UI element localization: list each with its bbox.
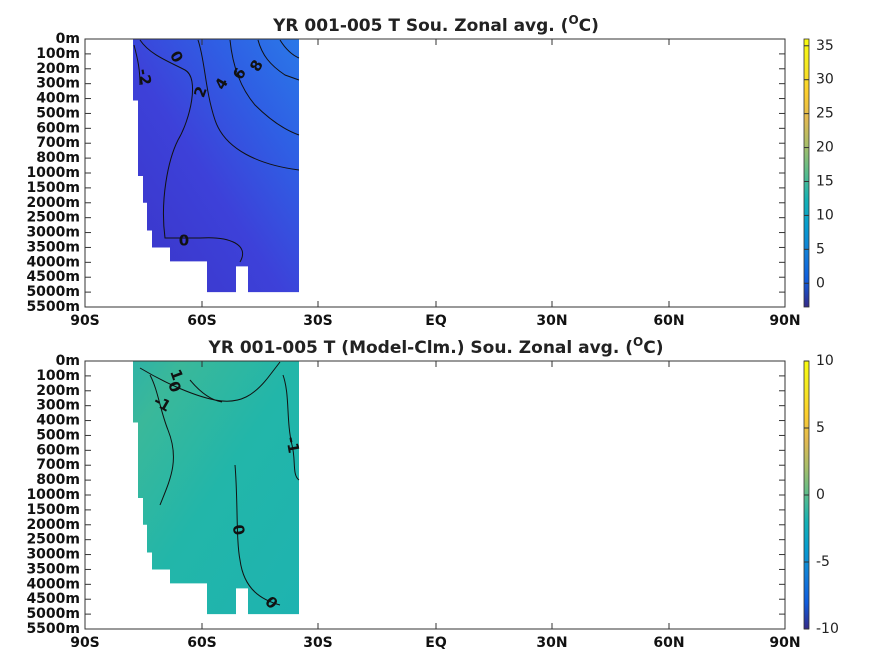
y-tick-label: 300m xyxy=(36,398,80,414)
y-tick-label: 700m xyxy=(36,135,80,151)
x-tick-label: 90S xyxy=(70,635,100,651)
y-tick-label: 400m xyxy=(36,413,80,429)
colorbar-tick-label: 35 xyxy=(816,38,834,54)
contour-label: -1 xyxy=(282,435,303,455)
contour-label: -1 xyxy=(151,392,174,416)
colorbar-tick-label: 5 xyxy=(816,420,825,436)
x-tick-label: 30N xyxy=(536,313,567,329)
y-tick-label: 300m xyxy=(36,76,80,92)
y-tick-label: 500m xyxy=(36,105,80,121)
y-tick-label: 2500m xyxy=(26,532,80,548)
y-tick-label: 2000m xyxy=(26,517,80,533)
y-tick-label: 4500m xyxy=(26,591,80,607)
y-tick-label: 1500m xyxy=(26,502,80,518)
y-tick-label: 0m xyxy=(56,353,80,369)
colorbar-tick-label: 15 xyxy=(816,173,834,189)
y-tick-label: 1500m xyxy=(26,180,80,196)
y-tick-label: 5500m xyxy=(26,299,80,315)
y-tick-label: 3000m xyxy=(26,225,80,241)
y-tick-label: 700m xyxy=(36,457,80,473)
colorbar-tick-label: 0 xyxy=(816,487,825,503)
colorbar-tick-label: 30 xyxy=(816,72,834,88)
y-tick-label: 5000m xyxy=(26,284,80,300)
contour-line xyxy=(197,39,300,171)
x-tick-label: 60S xyxy=(187,313,217,329)
y-tick-label: 100m xyxy=(36,46,80,62)
colorbar xyxy=(803,38,810,308)
y-tick-label: 2500m xyxy=(26,210,80,226)
x-tick-label: 30S xyxy=(303,635,333,651)
y-tick-label: 4000m xyxy=(26,254,80,270)
y-tick-label: 4000m xyxy=(26,576,80,592)
colorbar-tick-label: 20 xyxy=(816,140,834,156)
contour-line xyxy=(149,374,174,506)
y-tick-label: 5500m xyxy=(26,621,80,637)
x-tick-label: EQ xyxy=(425,635,447,651)
colorbar-tick-label: -10 xyxy=(816,621,839,637)
y-tick-label: 1000m xyxy=(26,165,80,181)
y-tick-label: 600m xyxy=(36,120,80,136)
contour-label: 0 xyxy=(229,523,249,536)
contour-line xyxy=(189,379,223,403)
contour-line xyxy=(234,464,281,606)
y-tick-label: 100m xyxy=(36,368,80,384)
contour-line xyxy=(282,374,300,481)
y-tick-label: 3500m xyxy=(26,561,80,577)
colorbar-tick-label: 5 xyxy=(816,241,825,257)
contour-line xyxy=(279,39,300,59)
x-tick-label: 90N xyxy=(769,313,800,329)
contour-line xyxy=(139,39,243,263)
x-tick-label: 60S xyxy=(187,635,217,651)
colorbar-tick-label: 10 xyxy=(816,353,834,369)
y-tick-label: 4500m xyxy=(26,269,80,285)
x-tick-label: 90N xyxy=(769,635,800,651)
colorbar-tick-label: 10 xyxy=(816,207,834,223)
y-tick-label: 200m xyxy=(36,61,80,77)
y-tick-label: 600m xyxy=(36,442,80,458)
x-tick-label: 60N xyxy=(653,313,684,329)
y-tick-label: 500m xyxy=(36,427,80,443)
temperature-field xyxy=(133,39,299,293)
contour-line xyxy=(257,39,300,81)
y-tick-label: 800m xyxy=(36,472,80,488)
x-tick-label: 60N xyxy=(653,635,684,651)
temperature-field xyxy=(133,361,299,615)
y-tick-label: 2000m xyxy=(26,195,80,211)
y-tick-label: 0m xyxy=(56,31,80,47)
y-tick-label: 400m xyxy=(36,91,80,107)
y-tick-label: 5000m xyxy=(26,606,80,622)
chart-title: YR 001-005 T Sou. Zonal avg. (OC) xyxy=(272,13,599,36)
chart-title: YR 001-005 T (Model-Clm.) Sou. Zonal avg… xyxy=(208,335,664,358)
colorbar-tick-label: 25 xyxy=(816,106,834,122)
contour-line xyxy=(229,39,300,136)
x-tick-label: 30S xyxy=(303,313,333,329)
y-tick-label: 3000m xyxy=(26,547,80,563)
y-tick-label: 3500m xyxy=(26,239,80,255)
colorbar-tick-label: 0 xyxy=(816,275,825,291)
y-tick-label: 800m xyxy=(36,150,80,166)
colorbar-tick-label: -5 xyxy=(816,554,830,570)
contour-line xyxy=(133,44,141,86)
x-tick-label: 30N xyxy=(536,635,567,651)
contour-label: -2 xyxy=(134,67,155,87)
contour-label: 0 xyxy=(179,232,189,250)
x-tick-label: 90S xyxy=(70,313,100,329)
y-tick-label: 200m xyxy=(36,383,80,399)
y-tick-label: 1000m xyxy=(26,487,80,503)
x-tick-label: EQ xyxy=(425,313,447,329)
